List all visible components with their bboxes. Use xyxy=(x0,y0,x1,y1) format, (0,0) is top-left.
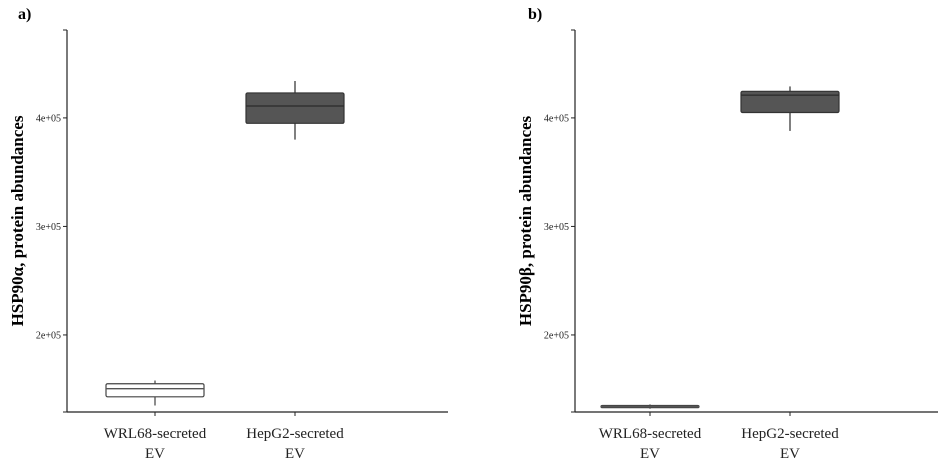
panel-b-box-0 xyxy=(600,404,700,409)
panel-a-category-label-0-line-1: EV xyxy=(145,446,165,462)
panel-a-ytick-label-1: 3e+05 xyxy=(36,222,61,233)
panel-a: a) 2e+05 3e+05 4e+05 HSP90α, protein abundan… xyxy=(8,6,448,462)
panel-a-ylabel: HSP90α, protein abundances xyxy=(8,115,27,326)
panel-a-letter: a) xyxy=(18,6,31,23)
panel-a-box-0 xyxy=(105,380,205,406)
panel-b-category-label-1-line-0: HepG2-secreted xyxy=(741,426,839,442)
panel-a-category-label-1-line-1: EV xyxy=(285,446,305,462)
panel-b: b) 2e+05 3e+05 4e+05 HSP90β, protein abundan… xyxy=(516,6,938,462)
panel-b-ytick-label-0: 2e+05 xyxy=(544,330,569,341)
panel-a-category-label-1-line-0: HepG2-secreted xyxy=(246,426,344,442)
panel-b-category-label-0-line-0: WRL68-secreted xyxy=(599,426,702,442)
panel-a-ytick-label-2: 4e+05 xyxy=(36,113,61,124)
panel-a-category-label-0-line-0: WRL68-secreted xyxy=(104,426,207,442)
panel-b-ylabel: HSP90β, protein abundances xyxy=(516,115,535,326)
panel-b-box-1 xyxy=(740,86,840,131)
panel-b-ytick-label-2: 4e+05 xyxy=(544,113,569,124)
panel-b-box-1-body xyxy=(740,90,840,114)
panel-b-letter: b) xyxy=(528,6,542,23)
panel-b-category-label-1-line-1: EV xyxy=(780,446,800,462)
panel-a-box-1-body xyxy=(245,92,345,124)
panel-b-category-label-0-line-1: EV xyxy=(640,446,660,462)
panel-a-box-1 xyxy=(245,81,345,140)
panel-a-box-0-body xyxy=(105,383,205,398)
panel-b-ytick-label-1: 3e+05 xyxy=(544,222,569,233)
panel-a-ytick-label-0: 2e+05 xyxy=(36,330,61,341)
